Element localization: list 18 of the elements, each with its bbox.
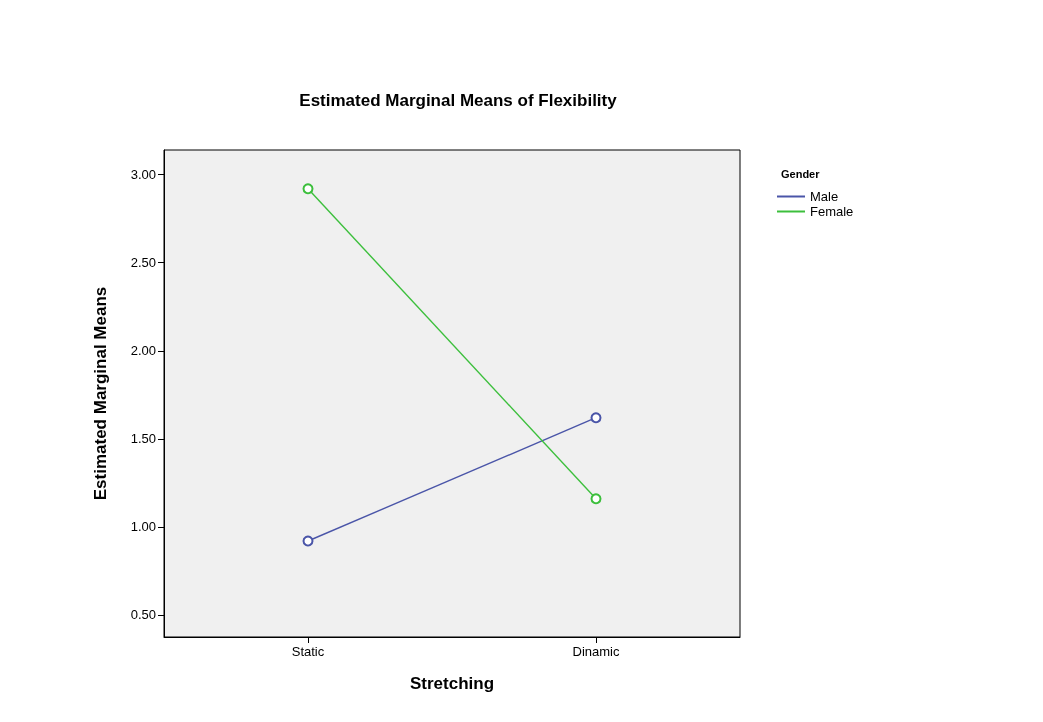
legend-title: Gender [781, 167, 821, 180]
x-axis-title: Stretching [409, 674, 495, 693]
y-tick-label: 0.50 [130, 607, 156, 623]
y-tick-label: 2.00 [130, 343, 156, 359]
point [302, 183, 314, 195]
x-tick-label: Dinamic [572, 644, 620, 659]
point [590, 493, 602, 505]
y-tick-label: 3.00 [130, 167, 156, 183]
chart-title: Estimated Marginal Means of Flexibility [299, 91, 618, 110]
point [590, 412, 602, 424]
point [302, 535, 314, 547]
x-tick-label: Static [291, 644, 325, 659]
legend-label: Female [810, 204, 854, 219]
legend-label: Male [810, 189, 839, 204]
y-tick-label: 1.00 [130, 519, 156, 535]
y-axis-title: Estimated Marginal Means [91, 286, 110, 501]
y-tick-label: 1.50 [130, 431, 156, 447]
y-tick-label: 2.50 [130, 255, 156, 271]
